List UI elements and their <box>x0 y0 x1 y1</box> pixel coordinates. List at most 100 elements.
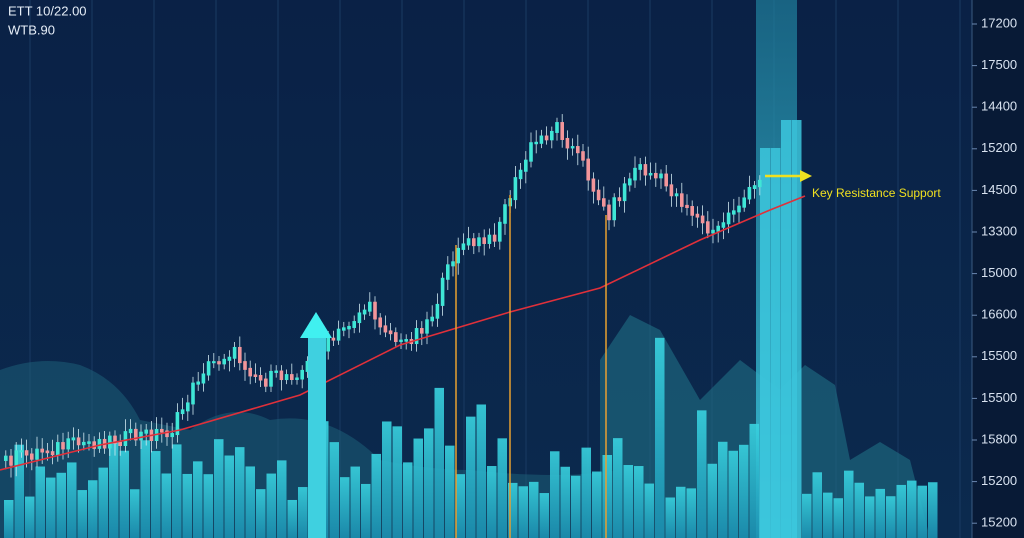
volume-bar <box>109 441 119 538</box>
candle-body <box>134 428 138 441</box>
axis-label: 15500 <box>981 348 1017 363</box>
volume-bar <box>854 482 864 538</box>
candle-body <box>435 303 440 319</box>
candle-body <box>362 309 367 315</box>
volume-bar <box>508 482 518 538</box>
candle-body <box>664 173 668 187</box>
volume-bar <box>277 460 287 538</box>
candle-body <box>711 229 715 234</box>
volume-bar <box>14 444 24 538</box>
candle-body <box>82 441 86 446</box>
volume-bar <box>697 410 707 538</box>
price-axis: 17200 17500 14400 15200 14500 13300 15000 16600… <box>972 15 1017 530</box>
volume-bar <box>781 120 791 538</box>
candle-body <box>108 435 112 449</box>
volume-bar <box>623 465 633 538</box>
candle-body <box>373 301 377 320</box>
candle-body <box>144 429 148 434</box>
volume-bar <box>466 416 476 538</box>
candle-body <box>591 178 596 192</box>
candle-body <box>654 172 658 179</box>
candle-body <box>113 435 117 444</box>
volume-bar <box>718 441 728 538</box>
candle-body <box>581 151 585 161</box>
candle-body <box>461 243 466 250</box>
candle-body <box>248 367 252 377</box>
volume-bar <box>875 488 885 538</box>
volume-bar <box>151 451 161 538</box>
candle-body <box>45 450 50 454</box>
volume-bar <box>739 444 749 538</box>
candle-body <box>477 237 481 247</box>
volume-bar <box>67 462 77 538</box>
volume-bar <box>98 467 108 538</box>
candle-body <box>539 135 544 144</box>
volume-bar <box>214 439 224 538</box>
candle-body <box>690 206 694 216</box>
candle-body <box>550 130 554 141</box>
volume-bar <box>770 148 781 538</box>
candle-body <box>264 378 268 387</box>
candle-body <box>669 184 674 197</box>
candle-body <box>404 339 408 342</box>
candle-body <box>295 377 299 380</box>
volume-bar <box>560 466 570 538</box>
candle-body <box>695 213 700 218</box>
annotation: Key Resistance Support <box>812 186 941 200</box>
candle-body <box>659 173 663 179</box>
candle-body <box>487 234 492 244</box>
volume-bar <box>413 438 423 538</box>
volume-bar <box>907 480 917 538</box>
candle-body <box>716 225 720 232</box>
candle-body <box>706 221 710 234</box>
candle-body <box>222 358 226 365</box>
candle-body <box>685 204 689 209</box>
axis-label: 13300 <box>981 223 1017 238</box>
volume-bar <box>361 483 371 538</box>
axis-label: 15500 <box>981 390 1017 405</box>
axis-label: 15000 <box>981 265 1017 280</box>
axis-label: 14400 <box>981 99 1017 114</box>
candle-body <box>529 142 533 162</box>
candle-body <box>555 122 559 133</box>
candle-body <box>227 356 232 361</box>
volume-bar <box>644 483 654 538</box>
candle-body <box>482 237 486 244</box>
candle-body <box>258 375 263 381</box>
candle-body <box>305 360 310 372</box>
candle-body <box>253 374 258 378</box>
volume-bar <box>676 486 686 538</box>
candle-body <box>123 431 128 447</box>
volume-bar <box>193 461 203 538</box>
volume-bar <box>613 438 623 538</box>
candle-body <box>342 327 346 331</box>
candle-body <box>24 450 29 456</box>
candles <box>4 114 762 478</box>
volume-bar <box>634 466 644 538</box>
candle-body <box>186 402 190 412</box>
candle-body <box>388 330 393 335</box>
header-line: ETT 10/22.00 <box>8 3 87 18</box>
candle-body <box>726 212 731 225</box>
candle-body <box>576 146 580 154</box>
candle-body <box>378 317 382 328</box>
volume-bar <box>476 404 486 538</box>
candle-body <box>35 448 39 460</box>
candle-body <box>648 172 653 176</box>
candle-body <box>498 221 502 242</box>
volume-bar <box>655 337 665 538</box>
arrow-shaft <box>308 338 326 538</box>
candle-body <box>466 238 471 246</box>
candle-body <box>721 222 726 228</box>
volume-bar <box>161 473 171 538</box>
candle-body <box>560 122 564 140</box>
candle-body <box>420 328 424 334</box>
volume-bar <box>686 488 696 538</box>
candle-body <box>284 374 289 381</box>
candle-body <box>191 382 195 405</box>
candle-body <box>617 197 622 202</box>
candle-body <box>139 431 143 441</box>
candle-body <box>336 328 341 341</box>
candle-body <box>513 177 518 201</box>
candle-body <box>269 370 273 387</box>
